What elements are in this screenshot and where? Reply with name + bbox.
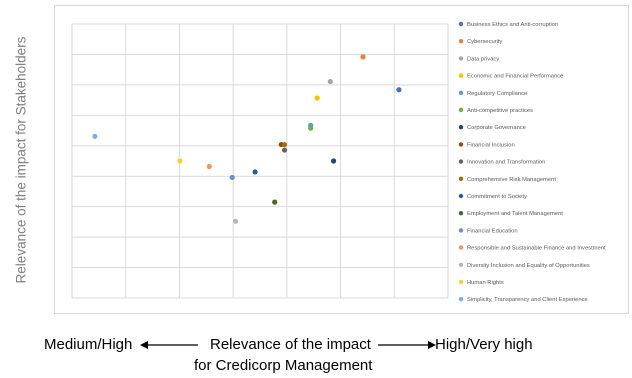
data-point-13	[206, 163, 212, 170]
chart-frame	[54, 5, 629, 314]
x-axis-low-text: Medium/High	[44, 336, 133, 353]
data-point-12	[229, 174, 235, 181]
legend-marker-9	[458, 176, 464, 181]
legend-marker-4	[458, 90, 464, 96]
legend-marker-16	[458, 297, 464, 302]
legend-label-12: Financial Education	[467, 228, 518, 234]
data-point-10	[252, 169, 258, 175]
legend-marker-5	[458, 107, 464, 113]
legend-label-5: Anti-competitive practices	[467, 108, 533, 114]
data-point-1	[360, 54, 366, 60]
legend-marker-14	[458, 262, 464, 267]
legend-label-15: Human Rights	[467, 280, 504, 286]
legend-label-4: Regulatory Compliance	[467, 91, 527, 97]
legend-label-8: Innovation and Transformation	[467, 160, 545, 166]
legend-label-0: Business Ethics and Anti-corruption	[467, 22, 558, 28]
legend-label-6: Corporate Governance	[467, 125, 526, 131]
data-point-14	[232, 218, 239, 224]
legend-marker-10	[458, 193, 464, 199]
legend-marker-2	[458, 56, 464, 61]
legend-label-2: Data privacy	[467, 56, 499, 62]
data-point-8	[281, 147, 288, 153]
legend-marker-1	[458, 39, 464, 44]
x-axis-low-label: Medium/High	[44, 336, 198, 354]
data-point-11	[272, 199, 278, 205]
data-point-3	[314, 95, 320, 101]
legend-marker-3	[458, 73, 464, 78]
data-point-15	[177, 158, 183, 164]
legend-marker-15	[458, 279, 464, 285]
legend-label-14: Diversity Inclusion and Equality of Oppo…	[467, 263, 590, 269]
legend-marker-13	[458, 245, 464, 250]
legend-label-3: Economic and Financial Performance	[467, 74, 563, 80]
data-point-16	[92, 133, 98, 139]
legend-marker-7	[458, 142, 464, 147]
legend-marker-12	[458, 228, 464, 233]
x-axis-title-text-1: Relevance of the impact	[210, 336, 371, 353]
data-point-5	[308, 125, 314, 131]
legend-label-11: Employment and Talent Management	[467, 211, 563, 217]
x-axis-title-line2: for Credicorp Management	[194, 357, 373, 374]
data-point-0	[396, 87, 402, 93]
data-point-9	[281, 141, 288, 148]
x-axis-high-label: High/Very high	[435, 336, 533, 353]
data-point-6	[330, 158, 337, 164]
y-axis-label: Relevance of the impact for Stakeholders	[13, 36, 29, 284]
data-point-2	[327, 78, 333, 85]
x-axis-title-line1: Relevance of the impact	[210, 336, 437, 354]
legend-marker-8	[458, 159, 464, 164]
legend-label-9: Comprehensive Risk Management	[467, 177, 556, 183]
legend-label-13: Responsible and Sustainable Finance and …	[467, 246, 606, 252]
legend-label-7: Financial Inclusion	[467, 142, 515, 148]
legend-label-16: Simplicity, Transparency and Client Expe…	[467, 297, 588, 303]
legend-label-1: Cybersecurity	[467, 39, 503, 45]
legend-label-10: Commitment to Society	[467, 194, 527, 200]
legend-marker-0	[458, 21, 464, 27]
legend-marker-6	[458, 125, 464, 130]
arrow-left-icon	[139, 337, 198, 354]
legend-marker-11	[458, 211, 464, 216]
arrow-right-icon	[378, 337, 437, 354]
